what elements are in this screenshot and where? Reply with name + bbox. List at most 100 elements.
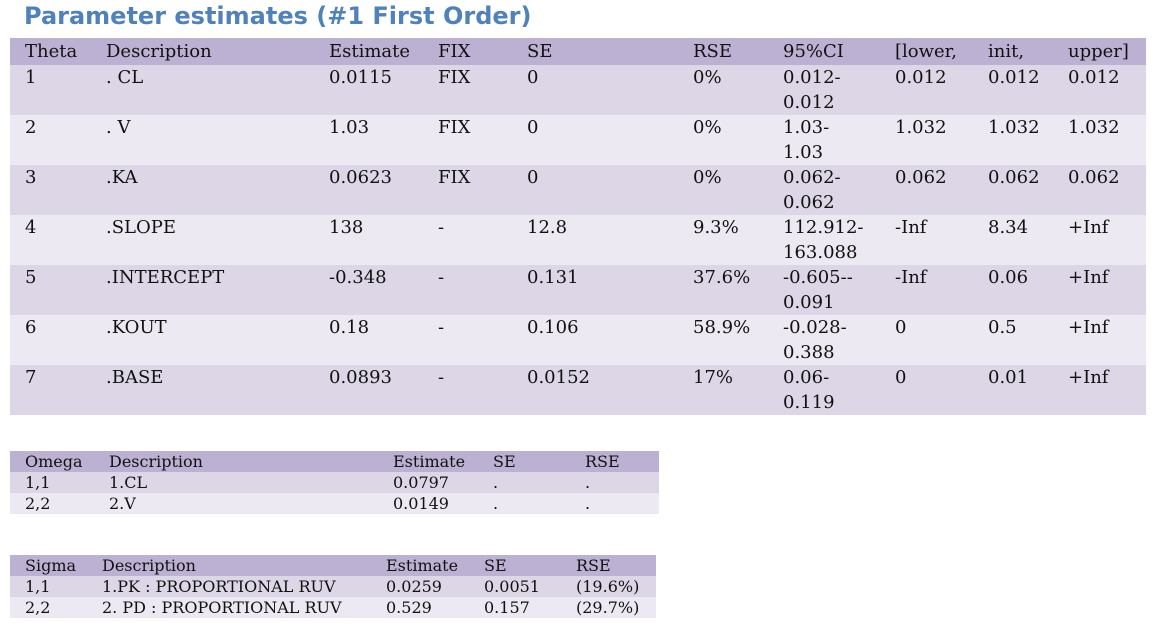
theta-lower: 0.012 [895,67,947,88]
theta-fix: FIX [438,167,471,188]
theta-index: 4 [25,217,37,238]
table-row: 4 .SLOPE 138 - 12.8 9.3% 112.912- 163.088… [10,215,1146,265]
header-rse: RSE [693,41,733,62]
header-description: Description [109,452,203,471]
theta-estimate: 0.0115 [329,67,392,88]
theta-ci: -0.028- 0.388 [783,315,895,365]
table-row: 6 .KOUT 0.18 - 0.106 58.9% -0.028- 0.388 … [10,315,1146,365]
theta-init: 0.062 [988,167,1040,188]
header-init: init, [988,41,1025,62]
theta-rse: 17% [693,367,734,388]
theta-description: . V [106,117,131,138]
theta-init: 8.34 [988,217,1029,238]
theta-se: 0.106 [527,317,579,338]
theta-ci: 0.06- 0.119 [783,365,895,415]
theta-fix: FIX [438,117,471,138]
header-rse: RSE [576,556,611,575]
sigma-description: 2. PD : PROPORTIONAL RUV [102,598,342,617]
theta-description: .KA [106,167,138,188]
header-lower: [lower, [895,41,958,62]
sigma-se: 0.157 [484,598,530,617]
ci-high: 0.091 [783,292,835,313]
ci-low: -0.028- [783,317,847,338]
theta-index: 7 [25,367,37,388]
theta-se: 0 [527,67,539,88]
theta-estimate: 0.0893 [329,367,392,388]
theta-init: 0.06 [988,267,1029,288]
page-title: Parameter estimates (#1 First Order) [24,2,532,30]
header-se: SE [484,556,507,575]
theta-rse: 58.9% [693,317,751,338]
theta-estimate: 0.18 [329,317,370,338]
theta-fix: - [438,267,445,288]
omega-index: 2,2 [25,494,51,513]
theta-fix: - [438,367,445,388]
sigma-table: Sigma Description Estimate SE RSE 1,1 1.… [10,555,656,618]
theta-init: 0.012 [988,67,1040,88]
theta-ci: 0.012- 0.012 [783,65,895,115]
table-row: 1 . CL 0.0115 FIX 0 0% 0.012- 0.012 0.012… [10,65,1146,115]
table-row: 2,2 2.V 0.0149 . . [10,493,659,514]
header-se: SE [527,41,553,62]
table-row: 3 .KA 0.0623 FIX 0 0% 0.062- 0.062 0.062 … [10,165,1146,215]
omega-se: . [493,494,499,513]
theta-se: 0 [527,117,539,138]
ci-low: 0.012- [783,67,841,88]
theta-rse: 0% [693,167,722,188]
omega-estimate: 0.0149 [393,494,449,513]
header-omega: Omega [25,452,83,471]
theta-lower: -Inf [895,267,927,288]
theta-fix: - [438,217,445,238]
theta-lower: -Inf [895,217,927,238]
theta-estimate: 0.0623 [329,167,392,188]
ci-high: 1.03 [783,142,824,163]
sigma-se: 0.0051 [484,577,540,596]
sigma-rse: (19.6%) [576,577,640,596]
theta-ci: 0.062- 0.062 [783,165,895,215]
omega-index: 1,1 [25,473,51,492]
table-row: 7 .BASE 0.0893 - 0.0152 17% 0.06- 0.119 0… [10,365,1146,415]
omega-header-row: Omega Description Estimate SE RSE [10,451,659,472]
theta-description: .KOUT [106,317,167,338]
theta-lower: 0 [895,317,907,338]
theta-description: .INTERCEPT [106,267,225,288]
theta-estimate: 1.03 [329,117,370,138]
theta-index: 6 [25,317,37,338]
theta-upper: 0.012 [1068,67,1120,88]
theta-se: 0.0152 [527,367,590,388]
theta-init: 1.032 [988,117,1040,138]
header-ci: 95%CI [783,41,844,62]
theta-description: . CL [106,67,144,88]
theta-ci: -0.605-- 0.091 [783,265,895,315]
table-row: 5 .INTERCEPT -0.348 - 0.131 37.6% -0.605… [10,265,1146,315]
header-estimate: Estimate [386,556,459,575]
theta-estimate: 138 [329,217,364,238]
omega-rse: . [585,494,591,513]
header-description: Description [102,556,196,575]
theta-se: 0.131 [527,267,579,288]
theta-estimate: -0.348 [329,267,387,288]
ci-high: 163.088 [783,242,858,263]
table-row: 2,2 2. PD : PROPORTIONAL RUV 0.529 0.157… [10,597,656,618]
ci-low: -0.605-- [783,267,853,288]
theta-rse: 9.3% [693,217,739,238]
ci-high: 0.388 [783,342,835,363]
theta-fix: - [438,317,445,338]
theta-fix: FIX [438,67,471,88]
omega-se: . [493,473,499,492]
header-estimate: Estimate [393,452,466,471]
sigma-header-row: Sigma Description Estimate SE RSE [10,555,656,576]
theta-index: 2 [25,117,37,138]
theta-upper: 0.062 [1068,167,1120,188]
sigma-index: 2,2 [25,598,51,617]
theta-index: 5 [25,267,37,288]
theta-description: .SLOPE [106,217,177,238]
header-rse: RSE [585,452,620,471]
theta-lower: 0 [895,367,907,388]
ci-low: 112.912- [783,217,864,238]
ci-low: 0.062- [783,167,841,188]
theta-upper: +Inf [1068,267,1109,288]
header-se: SE [493,452,516,471]
theta-index: 1 [25,67,37,88]
theta-rse: 0% [693,67,722,88]
